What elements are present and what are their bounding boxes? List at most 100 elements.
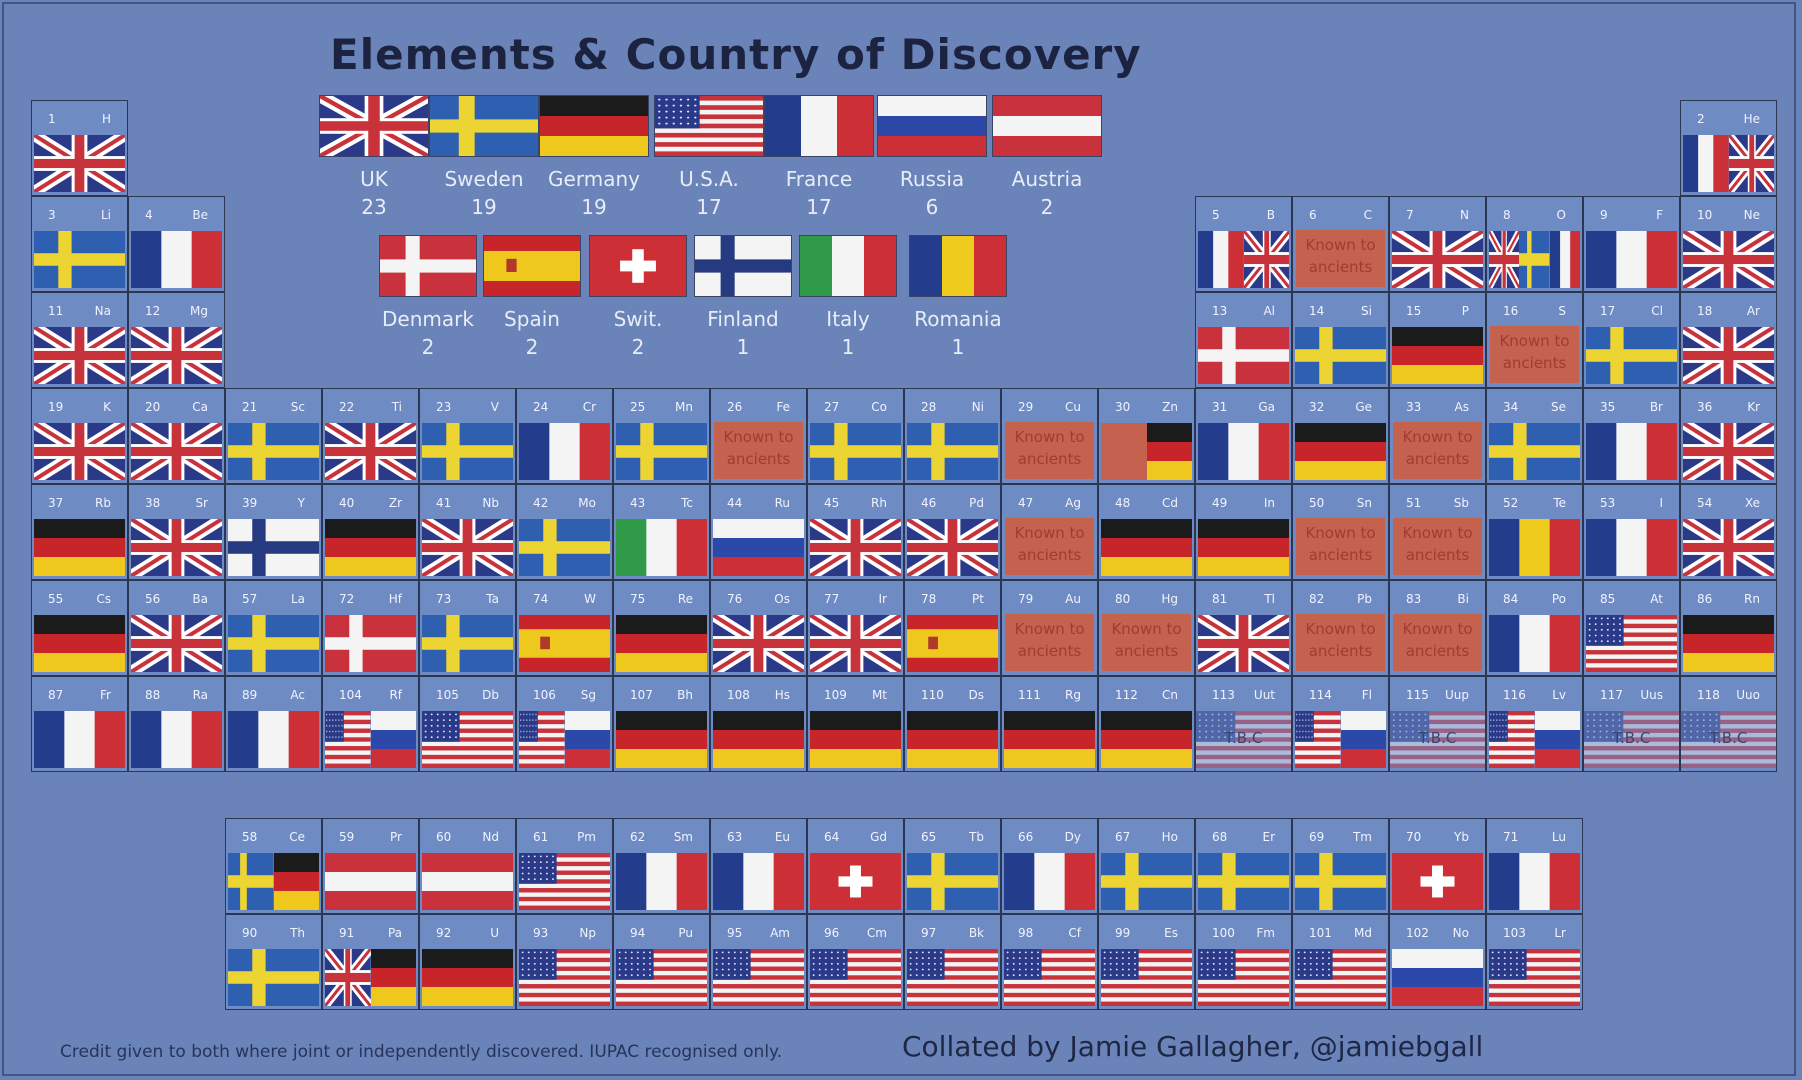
russia-flag-icon: [878, 96, 986, 156]
tbc-label: T.B.C: [1224, 729, 1263, 747]
element-cell-uus: 117 Uus T.B.C: [1583, 676, 1680, 772]
element-cell-ra: 88 Ra: [128, 676, 225, 772]
france-flag-icon: [519, 423, 610, 480]
flag-slot: [1586, 615, 1677, 672]
atomic-number: 3: [48, 208, 56, 222]
element-symbol: Es: [1164, 926, 1178, 940]
atomic-number: 65: [921, 830, 937, 844]
flag-slot: [1004, 853, 1095, 910]
flag-slot: [1198, 615, 1289, 672]
atomic-number: 94: [630, 926, 646, 940]
uk-flag-icon: [810, 615, 901, 672]
element-symbol: Pt: [972, 592, 984, 606]
known-to-ancients-label: Known to ancients: [714, 422, 803, 479]
atomic-number: 44: [727, 496, 743, 510]
tbc-label-wrap: T.B.C: [1681, 711, 1776, 768]
atomic-number: 73: [436, 592, 452, 606]
legend-count: 2: [1040, 195, 1054, 219]
element-cell-gd: 64 Gd: [807, 818, 904, 914]
sweden-flag-icon: [1198, 853, 1289, 910]
atomic-number: 75: [630, 592, 646, 606]
element-cell-db: 105 Db: [419, 676, 516, 772]
element-cell-c: 6 C Known to ancients: [1292, 196, 1389, 292]
flag-slot: [1489, 711, 1535, 768]
element-cell-at: 85 At: [1583, 580, 1680, 676]
element-symbol: B: [1266, 208, 1275, 222]
austria-flag-icon: [422, 853, 513, 910]
atomic-number: 69: [1309, 830, 1325, 844]
element-symbol: Th: [290, 926, 305, 940]
element-cell-mt: 109 Mt: [807, 676, 904, 772]
flag-slot: [34, 519, 125, 576]
russia-flag-icon: [1392, 949, 1483, 1006]
element-cell-si: 14 Si: [1292, 292, 1389, 388]
flag-slot: [519, 423, 610, 480]
element-cell-pb: 82 Pb Known to ancients: [1292, 580, 1389, 676]
flag-slot: [519, 949, 610, 1006]
flag-slot: [810, 711, 901, 768]
uk-flag-icon: [131, 423, 222, 480]
element-cell-se: 34 Se: [1486, 388, 1583, 484]
element-cell-er: 68 Er: [1195, 818, 1292, 914]
element-symbol: Sc: [290, 400, 305, 414]
element-cell-sg: 106 Sg: [516, 676, 613, 772]
element-cell-tc: 43 Tc: [613, 484, 710, 580]
element-symbol: Rf: [389, 688, 402, 702]
flag-slot: [1489, 853, 1580, 910]
element-symbol: Mn: [675, 400, 693, 414]
element-symbol: Mg: [190, 304, 208, 318]
flag-slot: [1295, 853, 1386, 910]
france-flag-icon: [1586, 519, 1677, 576]
element-symbol: Ni: [971, 400, 984, 414]
flag-slot: [713, 615, 804, 672]
element-symbol: Bh: [677, 688, 693, 702]
element-symbol: Fe: [776, 400, 790, 414]
known-to-ancients-label: Known to ancients: [1102, 614, 1191, 671]
atomic-number: 24: [533, 400, 549, 414]
flag-slot: [1243, 231, 1289, 288]
flag-slot: [1198, 423, 1289, 480]
flag-slot: [713, 949, 804, 1006]
legend-count: 23: [361, 195, 387, 219]
flag-slot: [907, 949, 998, 1006]
uk-flag-icon: [422, 519, 513, 576]
usa-flag-icon: [907, 949, 998, 1006]
element-symbol: Lu: [1551, 830, 1566, 844]
flag-slot: [325, 711, 371, 768]
uk-flag-icon: [1198, 615, 1289, 672]
atomic-number: 99: [1115, 926, 1131, 940]
flag-slot: [1101, 711, 1192, 768]
flag-slot: [907, 615, 998, 672]
element-symbol: Pm: [577, 830, 596, 844]
element-cell-fe: 26 Fe Known to ancients: [710, 388, 807, 484]
flag-slot: [34, 423, 125, 480]
element-symbol: N: [1460, 208, 1469, 222]
element-symbol: Db: [482, 688, 499, 702]
flag-slot: [1101, 949, 1192, 1006]
atomic-number: 55: [48, 592, 64, 606]
atomic-number: 16: [1503, 304, 1519, 318]
atomic-number: 19: [48, 400, 64, 414]
flag-slot: [1549, 231, 1580, 288]
element-symbol: Ba: [192, 592, 208, 606]
element-cell-lv: 116 Lv: [1486, 676, 1583, 772]
uk-flag-icon: [131, 327, 222, 384]
element-cell-dy: 66 Dy: [1001, 818, 1098, 914]
romania-flag-icon: [910, 236, 1006, 296]
flag-slot: [422, 615, 513, 672]
flag-slot: [1489, 423, 1580, 480]
element-cell-ga: 31 Ga: [1195, 388, 1292, 484]
legend-count: 2: [421, 335, 435, 359]
element-symbol: Yb: [1454, 830, 1469, 844]
element-cell-mo: 42 Mo: [516, 484, 613, 580]
element-symbol: Ra: [192, 688, 208, 702]
austria-flag-icon: [993, 96, 1101, 156]
uk-flag-icon: [34, 423, 125, 480]
element-cell-rb: 37 Rb: [31, 484, 128, 580]
tbc-label-wrap: T.B.C: [1390, 711, 1485, 768]
atomic-number: 107: [630, 688, 653, 702]
element-symbol: Y: [297, 496, 305, 510]
atomic-number: 40: [339, 496, 355, 510]
element-cell-cs: 55 Cs: [31, 580, 128, 676]
atomic-number: 14: [1309, 304, 1325, 318]
